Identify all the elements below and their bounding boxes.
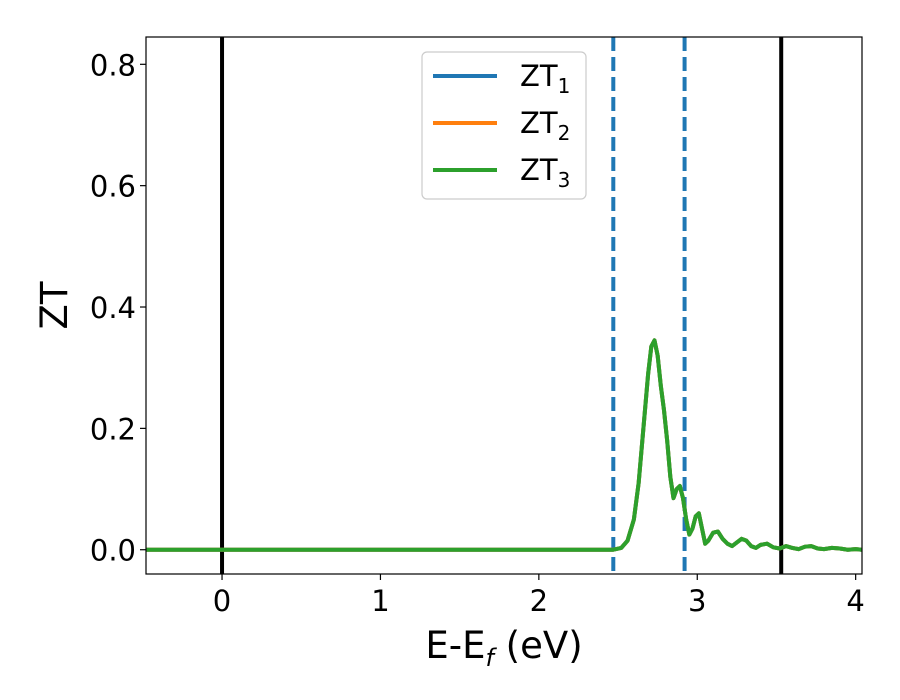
y-tick-label: 0.8: [90, 48, 136, 82]
legend-label-3: ZT3: [520, 153, 570, 192]
plot-frame: [145, 36, 863, 575]
legend-label-2: ZT2: [520, 106, 570, 145]
x-axis: 0 1 2 3 4: [213, 574, 865, 618]
x-tick-label: 3: [688, 584, 706, 618]
y-tick-label: 0.2: [90, 412, 136, 446]
x-axis-label-suffix: (eV): [494, 624, 583, 667]
x-tick-label: 0: [213, 584, 231, 618]
legend: ZT1 ZT2 ZT3: [421, 51, 587, 200]
x-axis-label-main: E-E: [425, 624, 485, 667]
legend-label-1: ZT1: [520, 59, 570, 98]
x-tick-label: 1: [371, 584, 389, 618]
x-tick-label: 4: [846, 584, 864, 618]
y-tick-label: 0.6: [90, 170, 136, 204]
x-tick-label: 2: [530, 584, 548, 618]
y-axis-label: ZT: [33, 281, 76, 329]
x-axis-label: E-Ef (eV): [425, 624, 582, 672]
plot-area: [146, 37, 862, 574]
series-line-3: [146, 338, 862, 552]
y-tick-label: 0.0: [90, 534, 136, 568]
y-axis: 0.0 0.2 0.4 0.6 0.8: [90, 48, 146, 568]
y-tick-label: 0.4: [90, 291, 136, 325]
legend-box: [421, 51, 587, 200]
